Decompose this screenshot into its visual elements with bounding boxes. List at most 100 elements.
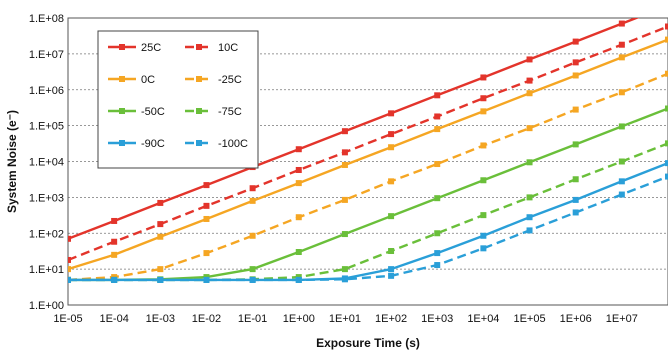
data-point [480, 74, 487, 81]
legend-entry: 25C [108, 42, 161, 54]
data-point [434, 250, 441, 257]
data-point [572, 72, 579, 79]
data-point [341, 266, 348, 273]
data-point [665, 105, 668, 112]
series-lines [68, 18, 668, 283]
data-point [295, 166, 302, 173]
data-point [665, 70, 668, 77]
plot-area [67, 17, 668, 306]
data-point [341, 196, 348, 203]
data-point [665, 140, 668, 147]
data-point [249, 232, 256, 239]
data-point [203, 182, 210, 189]
x-tick-label: 1E-05 [53, 313, 82, 325]
data-point [388, 213, 395, 220]
legend-marker [196, 108, 202, 114]
data-point [618, 123, 625, 130]
data-point [572, 38, 579, 45]
data-point [434, 161, 441, 168]
data-point [341, 149, 348, 156]
series-line [68, 72, 668, 282]
legend-label: -25C [218, 74, 242, 86]
data-point [295, 180, 302, 187]
legend-label: 10C [218, 42, 238, 54]
series-25C [68, 18, 640, 242]
y-tick-label: 1.E+06 [29, 85, 64, 97]
data-point [480, 245, 487, 252]
data-point [341, 276, 348, 283]
data-point [203, 215, 210, 222]
data-point [388, 272, 395, 279]
legend-label: 0C [141, 74, 155, 86]
series-line [68, 25, 668, 262]
y-tick-label: 1.E+08 [29, 13, 64, 25]
data-point [295, 214, 302, 221]
data-point [111, 238, 118, 245]
data-point [434, 92, 441, 99]
data-point [434, 262, 441, 269]
data-point [480, 232, 487, 239]
data-point [434, 230, 441, 237]
data-point [68, 235, 71, 242]
data-point [618, 20, 625, 27]
data-point [157, 199, 164, 206]
data-point [388, 144, 395, 151]
x-tick-label: 1E+02 [375, 313, 407, 325]
data-point [526, 125, 533, 132]
data-point [203, 276, 210, 283]
data-point [618, 191, 625, 198]
data-point [249, 266, 256, 273]
data-point [157, 276, 164, 283]
data-point [526, 227, 533, 234]
series-100C [68, 173, 668, 283]
data-point [388, 178, 395, 185]
legend-label: -90C [141, 138, 165, 150]
data-point [572, 209, 579, 216]
y-tick-label: 1.E+01 [29, 264, 64, 276]
data-point [295, 146, 302, 153]
x-tick-label: 1E-01 [238, 313, 267, 325]
y-axis-title: System Noise (e⁻) [5, 110, 19, 213]
x-axis-title: Exposure Time (s) [316, 336, 420, 350]
data-point [68, 256, 71, 263]
data-point [480, 95, 487, 102]
data-point [480, 212, 487, 219]
data-point [157, 221, 164, 228]
x-tick-label: 1E+00 [283, 313, 315, 325]
data-point [68, 276, 71, 283]
data-point [618, 41, 625, 48]
data-point [341, 128, 348, 135]
x-axis-ticks: 1E-05 1E-04 1E-03 1E-02 1E-01 1E+00 1E+01 1E+02… [53, 313, 638, 325]
data-point [157, 233, 164, 240]
x-tick-label: 1E+06 [560, 313, 592, 325]
data-point [480, 177, 487, 184]
legend-entry: -25C [185, 74, 242, 86]
y-tick-label: 1.E+05 [29, 121, 64, 133]
x-tick-label: 1E+07 [606, 313, 638, 325]
data-point [618, 89, 625, 96]
data-point [526, 159, 533, 166]
y-tick-label: 1.E+07 [29, 49, 64, 61]
legend-label: -75C [218, 106, 242, 118]
data-point [111, 276, 118, 283]
data-point [295, 249, 302, 256]
legend-marker [196, 140, 202, 146]
series-10C [68, 23, 668, 263]
data-point [434, 195, 441, 202]
legend: 25C 10C 0C -25C -50C -75C -90C -100C [97, 30, 259, 169]
legend-entry: 0C [108, 74, 155, 86]
data-point [572, 106, 579, 113]
series-0C [68, 36, 668, 273]
legend-entry: 10C [185, 42, 238, 54]
legend-marker [196, 76, 202, 82]
data-point [434, 126, 441, 133]
legend-entry: -75C [185, 106, 242, 118]
legend-label: -50C [141, 106, 165, 118]
legend-entry: -100C [185, 138, 248, 150]
data-point [618, 178, 625, 185]
y-tick-label: 1.E+03 [29, 192, 64, 204]
y-tick-label: 1.E+04 [29, 157, 64, 169]
y-axis-ticks: 1.E+00 1.E+01 1.E+02 1.E+03 1.E+04 1.E+05 1.E+… [29, 13, 64, 312]
legend-marker [119, 108, 125, 114]
data-point [203, 202, 210, 209]
